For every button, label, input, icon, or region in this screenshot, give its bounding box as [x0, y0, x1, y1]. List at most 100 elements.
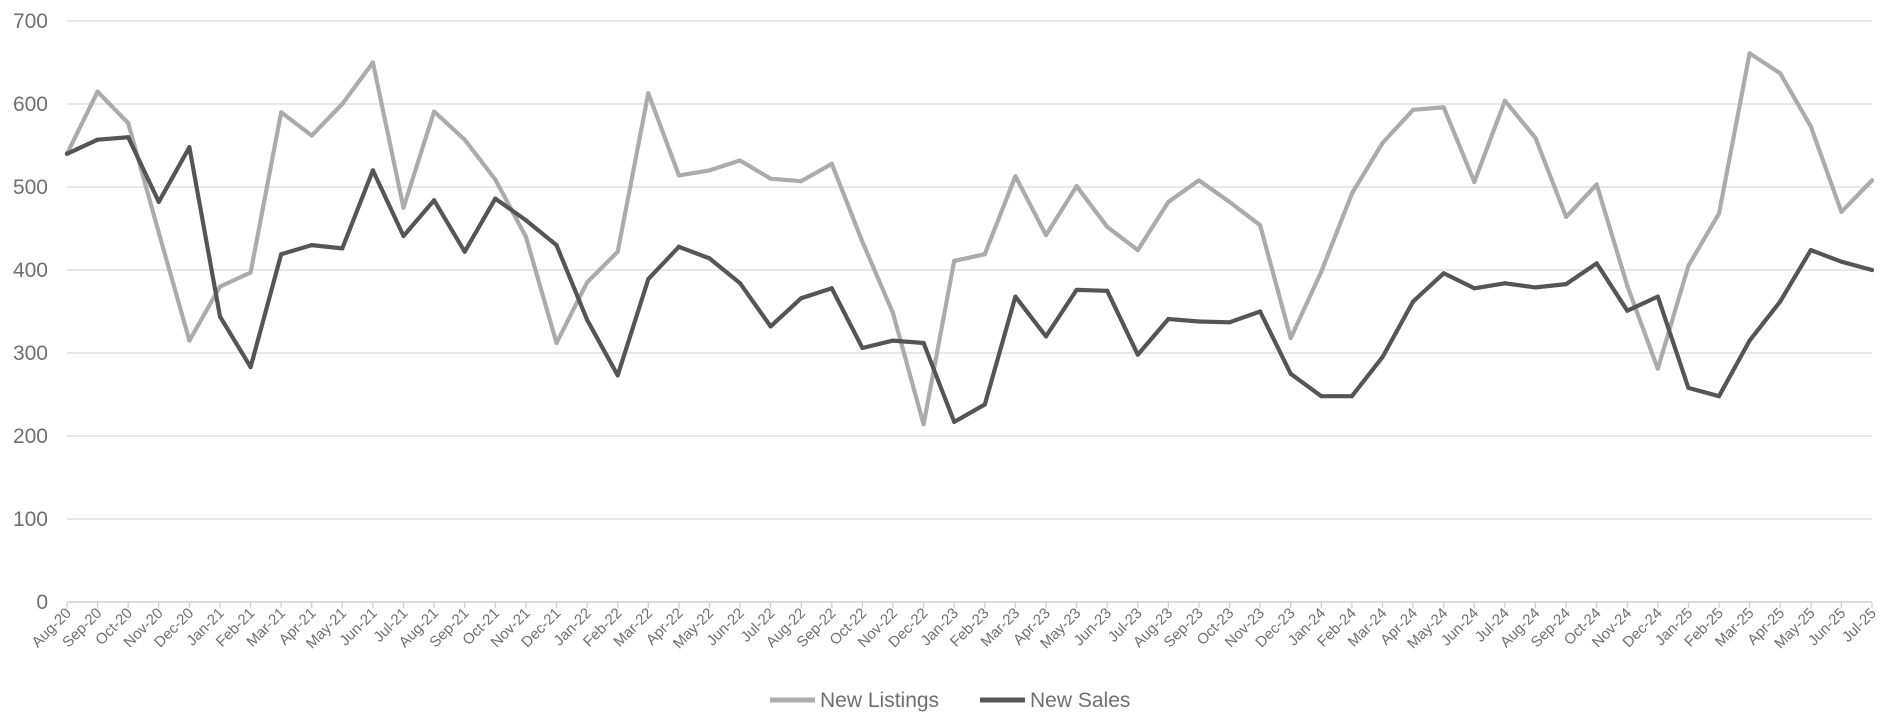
data-point-new-listings	[1166, 199, 1171, 205]
data-point-new-listings	[799, 179, 804, 184]
data-point-new-sales	[1411, 299, 1416, 304]
legend-label-new-listings: New Listings	[820, 689, 939, 712]
data-point-new-sales	[1074, 287, 1079, 293]
data-point-new-sales	[860, 345, 865, 351]
data-point-new-listings	[1747, 51, 1752, 56]
data-point-new-listings	[370, 60, 376, 65]
data-point-new-sales	[1166, 316, 1171, 322]
data-point-new-sales	[1655, 294, 1660, 299]
data-point-new-listings	[1533, 135, 1538, 141]
data-point-new-sales	[1380, 355, 1385, 360]
data-point-new-listings	[126, 120, 131, 126]
data-point-new-listings	[1043, 233, 1049, 238]
data-point-new-sales	[1227, 320, 1232, 325]
data-point-new-listings	[1778, 71, 1783, 76]
data-point-new-sales	[768, 324, 773, 329]
data-point-new-listings	[1380, 140, 1385, 146]
data-point-new-listings	[952, 258, 957, 263]
y-tick-label: 500	[13, 176, 48, 199]
data-point-new-sales	[921, 340, 926, 346]
data-point-new-listings	[1196, 178, 1202, 183]
data-point-new-sales	[523, 218, 528, 223]
data-point-new-listings	[217, 284, 223, 289]
data-point-new-listings	[309, 133, 314, 138]
data-point-new-listings	[1563, 214, 1569, 219]
x-axis: Aug-20Sep-20Oct-20Nov-20Dec-20Jan-21Feb-…	[29, 601, 1880, 652]
data-point-new-sales	[584, 317, 590, 322]
y-tick-label: 400	[13, 259, 48, 282]
data-point-new-sales	[432, 198, 437, 203]
data-point-new-sales	[1686, 385, 1691, 390]
data-point-new-listings	[890, 311, 896, 316]
data-point-new-sales	[1196, 319, 1202, 324]
data-point-new-sales	[370, 168, 376, 173]
data-point-new-listings	[1594, 182, 1599, 187]
data-point-new-sales	[493, 196, 498, 201]
data-point-new-listings	[584, 280, 590, 285]
data-point-new-listings	[615, 249, 620, 254]
data-point-new-sales	[1808, 247, 1813, 253]
data-point-new-sales	[1288, 371, 1293, 376]
data-point-new-sales	[829, 286, 834, 291]
x-tick-label: Jul-25	[1839, 605, 1880, 646]
data-point-new-sales	[309, 243, 314, 248]
data-point-new-listings	[493, 177, 498, 182]
data-point-new-sales	[1502, 281, 1507, 286]
data-point-new-sales	[646, 277, 651, 282]
data-point-new-sales	[1869, 267, 1875, 273]
data-point-new-listings	[1716, 211, 1722, 216]
data-point-new-sales	[217, 314, 223, 319]
data-point-new-sales	[1135, 352, 1140, 357]
data-point-new-sales	[126, 135, 131, 140]
data-point-new-listings	[707, 168, 712, 173]
data-point-new-sales	[1258, 309, 1263, 314]
data-point-new-listings	[1227, 199, 1232, 205]
data-point-new-sales	[279, 252, 284, 257]
y-tick-label: 200	[13, 425, 48, 448]
data-point-new-sales	[462, 249, 467, 254]
data-point-new-listings	[248, 270, 253, 275]
data-point-new-listings	[432, 109, 437, 114]
data-point-new-listings	[1502, 98, 1507, 103]
data-point-new-listings	[676, 173, 681, 178]
data-point-new-sales	[890, 338, 896, 343]
series-new-listings	[64, 51, 1875, 427]
data-point-new-listings	[1135, 247, 1140, 253]
data-point-new-sales	[1472, 286, 1477, 291]
data-point-new-listings	[829, 161, 834, 166]
data-point-new-listings	[95, 89, 100, 94]
data-point-new-listings	[1808, 124, 1813, 129]
data-point-new-sales	[1319, 394, 1324, 399]
data-point-new-sales	[1441, 271, 1446, 276]
data-point-new-listings	[1258, 223, 1263, 228]
data-point-new-sales	[799, 296, 804, 301]
series-line-new-listings	[64, 51, 1875, 427]
data-point-new-listings	[1319, 269, 1324, 274]
data-point-new-listings	[1655, 366, 1660, 371]
data-point-new-sales	[1013, 294, 1018, 299]
data-point-new-sales	[676, 244, 681, 249]
series-lines	[64, 51, 1875, 427]
data-point-new-sales	[1778, 299, 1783, 304]
data-point-new-listings	[768, 176, 773, 181]
data-point-new-sales	[1747, 338, 1752, 343]
data-point-new-listings	[340, 101, 345, 107]
data-point-new-listings	[1869, 178, 1875, 183]
data-point-new-sales	[156, 199, 161, 205]
data-point-new-sales	[401, 233, 406, 239]
data-point-new-listings	[554, 340, 559, 346]
data-point-new-listings	[401, 205, 406, 210]
data-point-new-listings	[1411, 107, 1416, 112]
data-point-new-listings	[1625, 283, 1630, 288]
y-tick-label: 100	[13, 508, 48, 531]
data-point-new-listings	[279, 110, 284, 115]
data-point-new-sales	[1563, 282, 1569, 287]
data-point-new-sales	[737, 281, 743, 286]
y-axis-ticks: 0 100 200 300 400 500 600 700	[13, 10, 48, 614]
data-point-new-sales	[615, 373, 620, 378]
y-tick-label: 0	[36, 591, 48, 614]
data-point-new-sales	[95, 137, 100, 142]
data-point-new-listings	[1472, 179, 1477, 185]
data-point-new-sales	[340, 246, 345, 251]
